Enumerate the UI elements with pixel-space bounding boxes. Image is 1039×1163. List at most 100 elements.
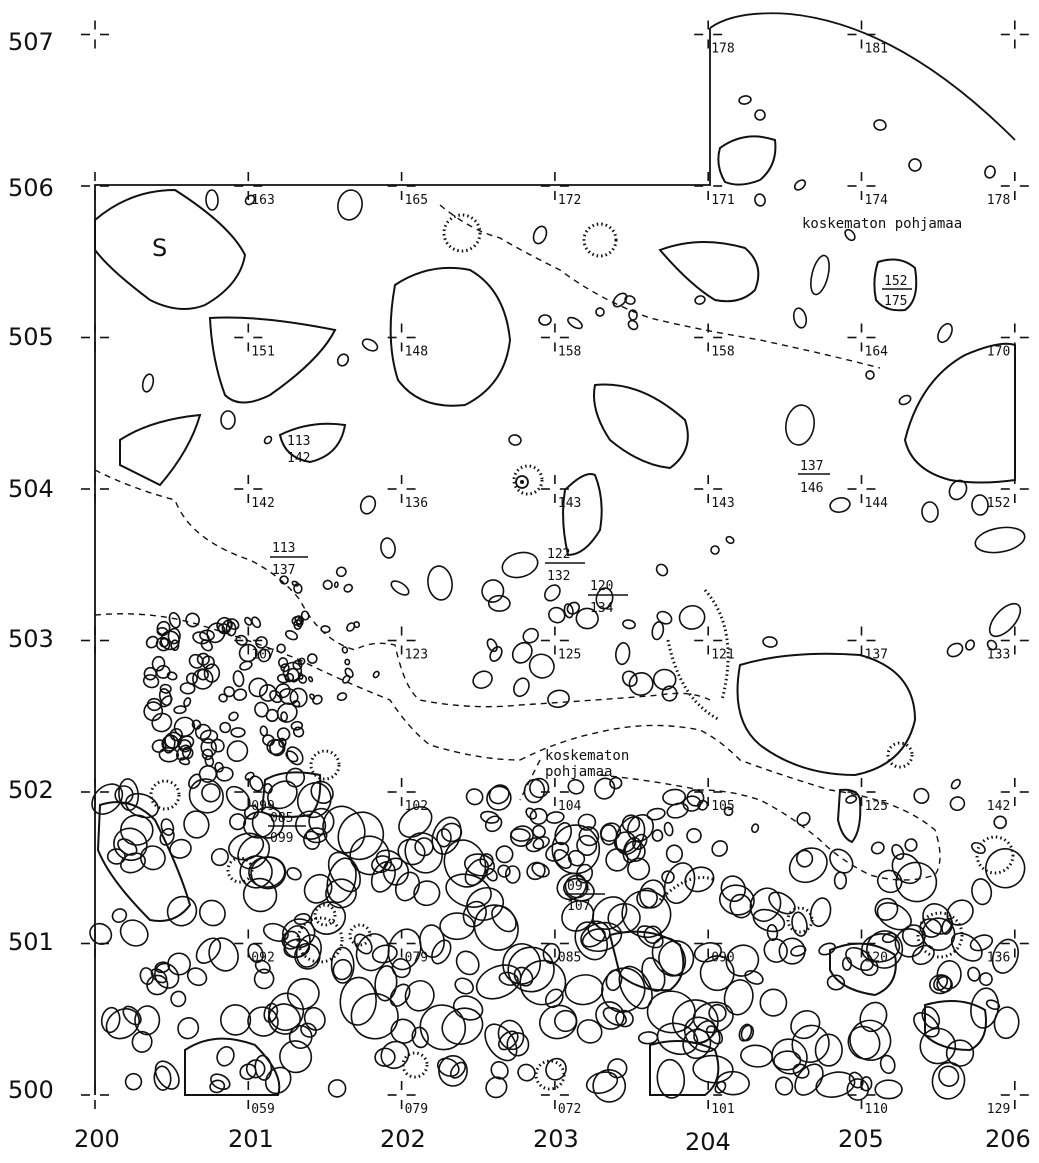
elev-fraction-085-099: 085 099	[268, 811, 306, 846]
pebble	[481, 579, 505, 603]
pebble	[810, 254, 830, 296]
pebble	[111, 908, 128, 924]
pebble	[277, 657, 289, 669]
pebble	[985, 999, 1001, 1011]
elev-top: 137	[800, 459, 823, 474]
pebble	[100, 1006, 121, 1034]
pebble	[355, 933, 390, 972]
pebble	[327, 1079, 347, 1098]
pebble	[936, 960, 962, 990]
pebble	[382, 857, 410, 886]
pebble	[275, 683, 291, 699]
pebble	[177, 735, 195, 751]
pebble	[203, 663, 221, 683]
pebble	[131, 1030, 153, 1053]
pebble	[167, 627, 181, 645]
pebble	[404, 980, 435, 1012]
grid-elevation-label: 148	[405, 345, 428, 360]
pebble	[921, 1006, 941, 1029]
pebble	[874, 1079, 903, 1100]
elev-top: 113	[272, 541, 295, 556]
pebble	[216, 616, 233, 634]
pebble	[249, 775, 264, 792]
pebble	[502, 943, 542, 985]
pebble	[462, 900, 487, 928]
pebble	[343, 583, 354, 593]
pebble	[578, 826, 600, 847]
pebble	[195, 937, 222, 964]
pebble	[436, 828, 452, 848]
grid-elevation-label: 171	[711, 193, 734, 208]
pebble	[879, 1054, 896, 1075]
grid-cross	[387, 323, 416, 352]
pebble	[544, 988, 564, 1009]
pebble	[280, 711, 289, 722]
pebble	[873, 119, 887, 131]
grid-cross	[540, 323, 569, 352]
grid-cross	[540, 626, 569, 655]
pebble	[254, 1054, 273, 1081]
grid-elevation-label: 178	[987, 193, 1010, 208]
pebble	[186, 967, 208, 987]
x-tick-201: 201	[228, 1125, 274, 1153]
pebble	[205, 189, 219, 211]
pebble	[662, 788, 687, 806]
pebble	[438, 1055, 468, 1087]
grid-elevation-label: 123	[405, 648, 428, 663]
elev-top: 113	[287, 434, 310, 449]
pebble	[672, 999, 719, 1044]
grid-cross	[694, 778, 723, 806]
pebble	[398, 806, 433, 838]
pebble	[605, 848, 629, 872]
pebble	[986, 639, 998, 651]
pebble	[255, 636, 268, 649]
pebble	[359, 495, 377, 515]
pebble	[188, 653, 204, 669]
pebble	[296, 782, 332, 819]
pebble	[637, 1031, 659, 1045]
pebble	[694, 295, 706, 305]
pebble	[251, 616, 262, 629]
grid-cross	[847, 475, 876, 503]
pebble	[738, 1023, 753, 1042]
pebble	[210, 1073, 231, 1091]
pebble	[371, 944, 398, 964]
y-tick-502: 502	[8, 776, 54, 804]
pebble	[201, 748, 214, 761]
pebble	[622, 619, 636, 630]
pebble	[793, 179, 807, 191]
grid-cross	[387, 1081, 416, 1109]
pebble	[744, 969, 764, 985]
pebble	[663, 862, 696, 905]
hatched-areas	[149, 213, 1015, 1091]
pebble	[153, 1065, 172, 1091]
grid-elevation-label: 142	[987, 799, 1010, 814]
elev-top: 085	[270, 811, 293, 826]
pebble	[529, 807, 548, 825]
grid-cross	[387, 172, 416, 200]
pebble	[860, 1076, 873, 1092]
pebble	[532, 836, 550, 850]
pebble	[455, 950, 480, 976]
pebble	[609, 776, 623, 790]
pebble	[711, 840, 729, 857]
grid-elevation-label: 125	[558, 648, 581, 663]
pebble	[117, 838, 138, 856]
pebble	[263, 435, 273, 445]
pebble	[567, 316, 583, 330]
pebble	[300, 1022, 317, 1038]
pebble	[485, 867, 498, 882]
pebble	[950, 932, 983, 962]
pebble	[339, 976, 377, 1026]
pebble	[563, 603, 574, 619]
pebble	[370, 861, 396, 893]
pebble	[463, 853, 496, 877]
pebble	[708, 1003, 727, 1023]
pebble	[294, 942, 321, 970]
grid-elevation-label: 165	[405, 193, 428, 208]
grid-elevation-label: 121	[711, 648, 734, 663]
pebble	[143, 701, 164, 722]
pebble	[567, 778, 585, 795]
pebble	[248, 856, 286, 888]
pebble	[214, 761, 224, 773]
